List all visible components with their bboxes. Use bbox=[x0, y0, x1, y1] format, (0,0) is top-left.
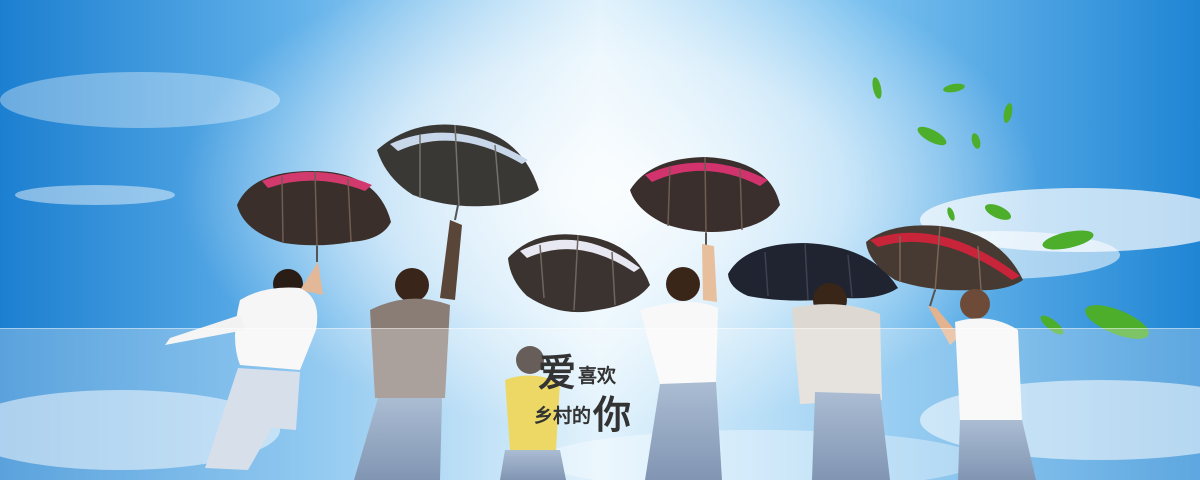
leaf-shape bbox=[1003, 103, 1013, 123]
umbrella-shape bbox=[630, 156, 780, 246]
leaf-shape bbox=[984, 204, 1012, 220]
leaf-shape bbox=[917, 126, 947, 146]
leaf-shape bbox=[971, 133, 981, 149]
leaf-shape bbox=[872, 77, 882, 99]
slogan-big-char-2: 你 bbox=[593, 393, 632, 437]
slogan-line-2: 乡村的你 bbox=[534, 396, 631, 434]
umbrella-shape bbox=[377, 124, 539, 221]
slogan-big-char-1: 爱 bbox=[538, 351, 577, 395]
slogan-small-text-2: 乡村的 bbox=[534, 405, 592, 427]
umbrella-shape bbox=[728, 242, 898, 301]
leaf-shape bbox=[1042, 230, 1094, 250]
banner-slogan: 爱喜欢 乡村的你 bbox=[534, 354, 678, 440]
umbrellas bbox=[237, 124, 1023, 313]
umbrella-shape bbox=[237, 170, 391, 262]
translucent-band bbox=[0, 328, 1200, 480]
slogan-small-text-1: 喜欢 bbox=[578, 365, 617, 387]
people bbox=[165, 220, 1036, 480]
umbrella-shape bbox=[866, 225, 1023, 307]
leaf-shape bbox=[947, 207, 955, 221]
slogan-line-1: 爱喜欢 bbox=[538, 354, 616, 392]
leaves bbox=[872, 77, 1149, 339]
leaf-shape bbox=[1085, 305, 1149, 339]
leaf-shape bbox=[1040, 315, 1064, 335]
umbrella-shape bbox=[508, 234, 650, 313]
leaf-shape bbox=[943, 83, 965, 93]
